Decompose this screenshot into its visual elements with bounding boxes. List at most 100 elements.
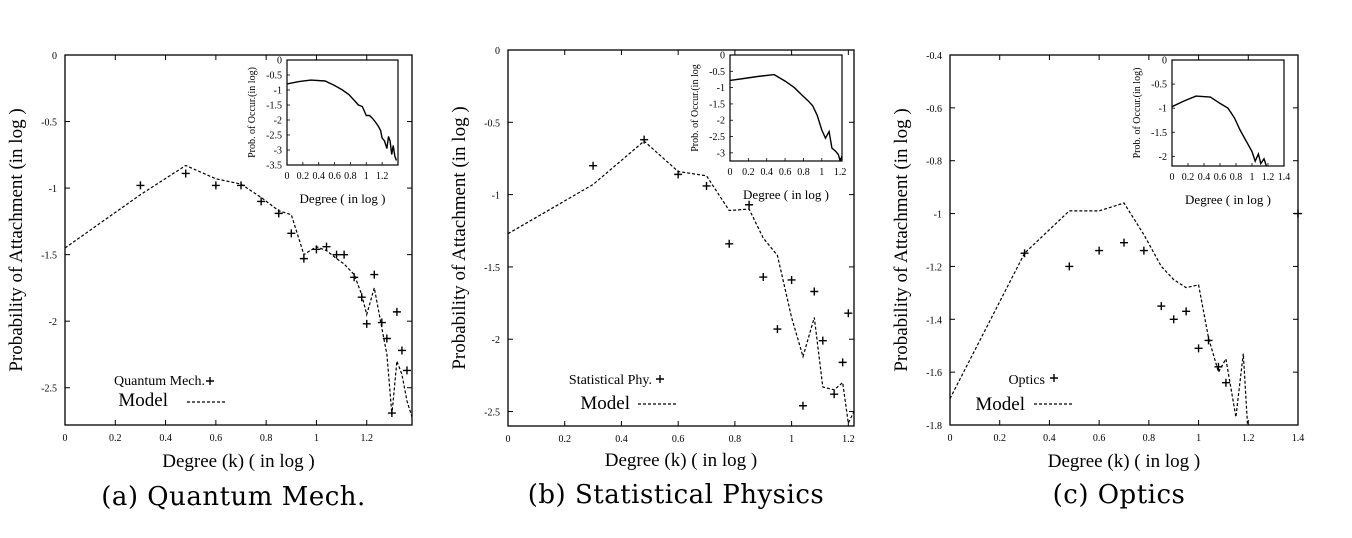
data-point — [759, 273, 768, 282]
inset-y-tick-label: -1 — [717, 83, 725, 94]
y-tick-label: -0.4 — [926, 51, 942, 62]
inset-y-tick-label: -1.5 — [709, 99, 725, 110]
y-axis-label: Probability of Attachment (in log ) — [891, 108, 912, 371]
data-point — [725, 239, 734, 248]
inset-x-tick-label: 0.8 — [1230, 172, 1243, 183]
inset-frame — [286, 59, 399, 166]
inset-x-tick-label: 0 — [728, 167, 733, 178]
model-series-line — [508, 140, 854, 426]
data-point — [1294, 209, 1302, 218]
data-point — [257, 197, 266, 206]
data-point — [357, 293, 366, 302]
y-tick-label: -1.5 — [484, 263, 500, 274]
legend-label-model: Model — [975, 394, 1025, 415]
x-tick-label: 0 — [63, 433, 68, 444]
legend-label-data: Quantum Mech. — [114, 374, 205, 389]
legend-label-data: Optics — [1008, 373, 1045, 388]
inset-y-tick-label: -2.5 — [266, 131, 282, 142]
y-axis-label: Probability of Attachment (in log ) — [449, 106, 470, 369]
inset-y-axis-label: Prob. of Occur.(in log) — [1132, 68, 1143, 159]
inset-series-line — [287, 79, 398, 161]
data-point — [787, 275, 796, 284]
inset-x-tick-label: 0 — [1170, 172, 1175, 183]
inset-frame — [729, 54, 843, 162]
x-tick-label: 0.2 — [558, 434, 571, 445]
data-point — [312, 245, 321, 254]
data-point — [287, 229, 296, 238]
panel-caption: (b) Statistical Physics — [528, 480, 824, 510]
data-point — [402, 366, 411, 375]
x-tick-label: 1.2 — [842, 434, 855, 445]
data-point — [299, 254, 308, 263]
inset-x-tick-label: 1 — [1250, 172, 1255, 183]
data-point — [1214, 362, 1223, 371]
data-point — [362, 319, 371, 328]
legend-marker-plus — [1050, 374, 1058, 382]
data-point — [1194, 344, 1203, 353]
data-point — [1157, 302, 1166, 311]
inset-x-axis-label: Degree ( in log ) — [743, 187, 829, 202]
y-tick-label: 0 — [495, 46, 500, 57]
data-point — [274, 209, 283, 218]
data-point — [1169, 315, 1178, 324]
inset-x-axis-label: Degree ( in log ) — [300, 191, 386, 206]
x-tick-label: 0.4 — [615, 434, 628, 445]
y-tick-label: -2 — [49, 317, 57, 328]
data-point — [674, 170, 683, 179]
x-tick-label: 1.2 — [360, 433, 373, 444]
y-tick-label: -1 — [934, 210, 942, 221]
inset-x-tick-label: 0.2 — [742, 167, 755, 178]
y-tick-label: -0.6 — [926, 104, 942, 115]
inset-y-tick-label: -1 — [274, 86, 282, 97]
inset-y-tick-label: -1 — [1159, 104, 1167, 115]
x-tick-label: 0.6 — [672, 434, 685, 445]
data-point — [1120, 238, 1128, 247]
data-point — [773, 325, 782, 334]
y-tick-label: -1.8 — [926, 421, 942, 432]
x-tick-label: 0.4 — [159, 433, 172, 444]
data-point — [387, 409, 396, 418]
x-axis-label: Degree (k) ( in log ) — [162, 451, 314, 472]
inset-x-tick-label: 1.4 — [1278, 172, 1291, 183]
data-point — [589, 161, 598, 170]
data-point — [377, 318, 386, 327]
x-tick-label: 0.6 — [210, 433, 223, 444]
data-point — [1182, 307, 1191, 316]
data-point — [181, 169, 190, 178]
inset-x-tick-label: 0.2 — [1182, 172, 1195, 183]
inset-x-tick-label: 0.4 — [760, 167, 773, 178]
y-tick-label: -0.5 — [41, 118, 57, 129]
inset-y-axis-label: Prob. of Occur.(in log — [690, 64, 701, 152]
inset-y-tick-label: -2 — [274, 116, 282, 127]
panel-caption: (c) Optics — [1053, 480, 1186, 510]
inset-x-tick-label: 0.8 — [797, 167, 810, 178]
inset-x-tick-label: 0.4 — [1198, 172, 1211, 183]
x-tick-label: 0.4 — [1043, 433, 1056, 444]
y-tick-label: -0.5 — [484, 118, 500, 129]
data-point — [838, 358, 847, 367]
inset-series-line — [730, 73, 842, 161]
plot-frame — [507, 49, 855, 427]
panel-caption: (a) Quantum Mech. — [101, 482, 366, 512]
data-point — [702, 181, 711, 190]
x-tick-label: 0 — [948, 433, 953, 444]
data-point — [1221, 378, 1230, 387]
inset-y-tick-label: 0 — [1162, 56, 1167, 67]
x-axis-label: Degree (k) ( in log ) — [1048, 451, 1200, 472]
data-point — [370, 270, 379, 279]
data-point — [350, 273, 359, 282]
data-point — [1204, 336, 1213, 345]
inset-y-tick-label: -0.5 — [1151, 80, 1167, 91]
panel-quantum-mech: 0 0.2 0.4 0.6 0.8 1 1.20-0.5-1-1.5-2-2.5Degree… — [6, 51, 413, 512]
data-point — [136, 181, 145, 190]
data-point — [1020, 249, 1029, 258]
legend-label-model: Model — [580, 393, 630, 414]
data-point — [798, 401, 807, 410]
x-tick-label: 1.4 — [1292, 433, 1305, 444]
panel-optics: 0 0.2 0.4 0.6 0.8 1 1.2 1.4-0.4-0.6-0.8-1-1.2-1… — [891, 51, 1304, 510]
inset-y-tick-label: -3 — [717, 148, 725, 159]
inset-y-axis-label: Prob. of Occur.(in log) — [247, 67, 258, 158]
data-point — [1065, 262, 1074, 271]
inset-y-tick-label: -2 — [717, 116, 725, 127]
